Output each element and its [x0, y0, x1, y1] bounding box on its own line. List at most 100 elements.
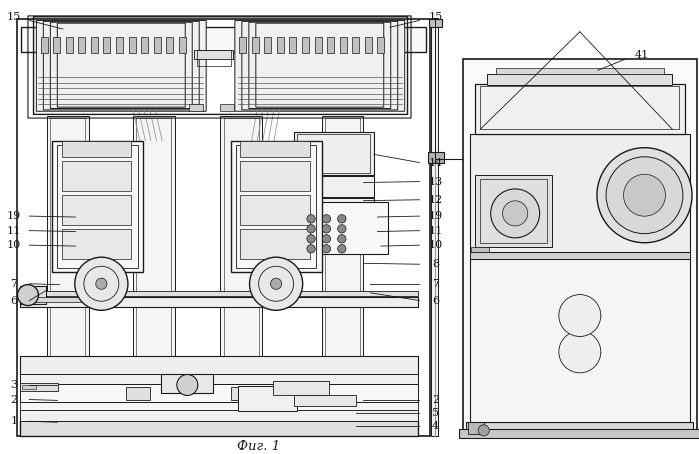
Bar — [302, 37, 309, 53]
Circle shape — [322, 225, 331, 233]
Bar — [133, 116, 175, 375]
Bar — [289, 37, 296, 53]
Bar — [475, 175, 552, 247]
Bar — [468, 422, 484, 434]
Text: 1: 1 — [10, 416, 17, 426]
Circle shape — [307, 245, 315, 253]
Bar — [252, 37, 259, 53]
Circle shape — [307, 215, 315, 223]
Bar — [365, 37, 372, 53]
Bar — [294, 132, 374, 175]
Bar — [62, 161, 131, 191]
Circle shape — [559, 331, 601, 373]
Circle shape — [338, 215, 346, 223]
Circle shape — [338, 225, 346, 233]
Bar — [273, 381, 329, 395]
Bar — [20, 286, 46, 304]
Bar — [352, 37, 359, 53]
Bar — [487, 74, 672, 85]
Bar — [240, 229, 310, 259]
Bar — [57, 145, 138, 268]
Bar — [20, 401, 418, 410]
Bar — [20, 410, 418, 421]
Bar — [470, 252, 690, 259]
Circle shape — [177, 375, 198, 395]
Text: 10: 10 — [7, 240, 21, 250]
Bar — [179, 37, 186, 53]
Text: 19: 19 — [428, 211, 442, 221]
Text: 19: 19 — [7, 211, 21, 221]
Bar — [91, 37, 98, 53]
Bar — [236, 145, 316, 268]
Circle shape — [307, 235, 315, 243]
Bar — [463, 59, 697, 436]
Circle shape — [624, 174, 665, 216]
Bar — [240, 161, 310, 191]
Circle shape — [250, 257, 303, 311]
Bar — [231, 141, 322, 272]
Circle shape — [322, 215, 331, 223]
Bar — [20, 384, 418, 402]
Bar — [297, 134, 370, 173]
Bar — [264, 37, 271, 53]
Bar — [197, 50, 231, 66]
Bar — [161, 374, 213, 393]
Bar — [78, 37, 85, 53]
Bar — [475, 84, 685, 134]
Text: 2: 2 — [432, 395, 439, 405]
Bar — [136, 118, 171, 372]
Circle shape — [338, 245, 346, 253]
Bar — [129, 37, 136, 53]
Bar — [220, 116, 262, 375]
Text: 6: 6 — [432, 296, 439, 306]
Bar — [294, 176, 374, 197]
Bar — [377, 37, 384, 53]
Circle shape — [322, 245, 331, 253]
Circle shape — [322, 235, 331, 243]
Bar — [20, 383, 58, 391]
Bar — [103, 37, 110, 53]
Bar — [466, 422, 693, 436]
Bar — [294, 395, 356, 406]
Circle shape — [17, 285, 38, 306]
Bar — [239, 37, 246, 53]
Text: 7: 7 — [10, 279, 17, 289]
Bar — [20, 291, 418, 296]
Bar — [189, 104, 203, 111]
Bar — [327, 37, 334, 53]
Circle shape — [338, 235, 346, 243]
Bar — [224, 118, 259, 372]
Bar — [126, 387, 150, 400]
Bar — [459, 429, 699, 438]
Bar — [238, 386, 297, 411]
Circle shape — [597, 148, 692, 243]
Bar — [240, 141, 310, 157]
Circle shape — [478, 425, 489, 436]
Text: 41: 41 — [635, 50, 649, 60]
Bar — [17, 19, 430, 436]
Bar — [428, 152, 444, 163]
Text: 12: 12 — [428, 195, 442, 205]
Bar — [231, 387, 255, 400]
Bar — [315, 37, 322, 53]
Bar — [340, 37, 347, 53]
Bar — [20, 297, 418, 307]
Bar — [470, 259, 690, 422]
Circle shape — [96, 278, 107, 289]
Circle shape — [559, 295, 601, 336]
Bar — [429, 19, 442, 27]
Bar — [496, 68, 664, 74]
Text: 15: 15 — [7, 12, 21, 22]
Bar — [62, 229, 131, 259]
Bar — [480, 86, 679, 129]
Bar — [22, 385, 36, 389]
Bar — [154, 37, 161, 53]
Bar — [62, 195, 131, 225]
Bar — [116, 37, 123, 53]
FancyBboxPatch shape — [36, 20, 206, 111]
Bar — [294, 198, 374, 218]
Circle shape — [271, 278, 282, 289]
Text: 5: 5 — [432, 408, 439, 418]
FancyBboxPatch shape — [235, 20, 405, 111]
Bar — [47, 116, 89, 375]
